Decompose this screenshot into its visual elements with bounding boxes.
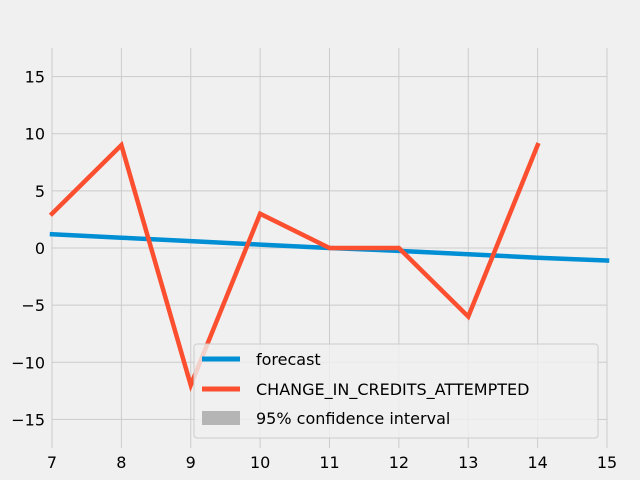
legend-label-change-in-credits-attempted: CHANGE_IN_CREDITS_ATTEMPTED xyxy=(256,380,529,400)
x-tick-label: 15 xyxy=(597,453,617,472)
y-axis-ticks: −15 −10 −5 0 5 10 15 xyxy=(11,68,45,430)
x-tick-label: 13 xyxy=(458,453,478,472)
x-tick-label: 7 xyxy=(47,453,57,472)
y-tick-label: 15 xyxy=(25,68,45,87)
y-tick-label: 10 xyxy=(25,125,45,144)
x-tick-label: 12 xyxy=(389,453,409,472)
series-line-change-in-credits-attempted xyxy=(48,140,541,393)
x-tick-label: 11 xyxy=(319,453,339,472)
y-tick-label: −15 xyxy=(11,410,45,429)
y-tick-label: 5 xyxy=(35,182,45,201)
legend-label-confidence-interval: 95% confidence interval xyxy=(256,409,450,428)
y-tick-label: −5 xyxy=(21,296,45,315)
legend-label-forecast: forecast xyxy=(256,350,321,369)
x-tick-label: 9 xyxy=(186,453,196,472)
y-tick-label: 0 xyxy=(35,239,45,258)
y-tick-label: −10 xyxy=(11,353,45,372)
x-tick-label: 8 xyxy=(116,453,126,472)
legend-box xyxy=(193,343,599,439)
x-axis-ticks: 7 8 9 10 11 12 13 14 15 xyxy=(47,453,617,472)
legend-swatch-confidence-interval xyxy=(202,411,240,425)
x-tick-label: 10 xyxy=(250,453,270,472)
legend: forecast CHANGE_IN_CREDITS_ATTEMPTED 95%… xyxy=(193,343,599,439)
series-lines xyxy=(48,140,610,393)
x-tick-label: 14 xyxy=(527,453,547,472)
